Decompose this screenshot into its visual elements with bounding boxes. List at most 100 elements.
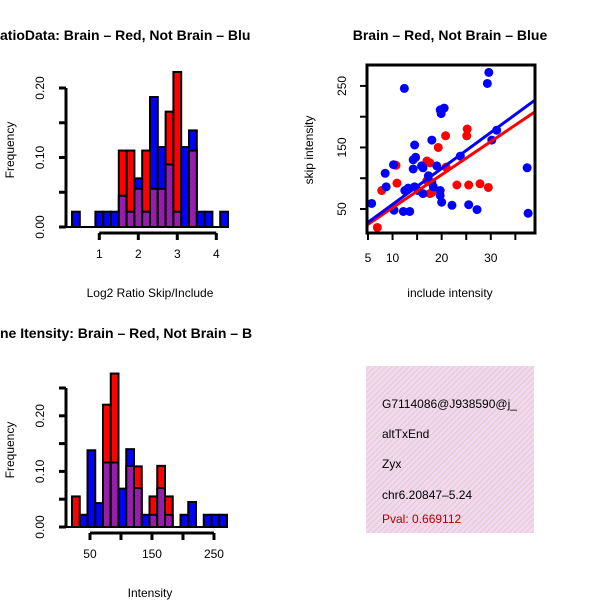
point-not-brain bbox=[418, 189, 428, 199]
point-not-brain bbox=[428, 182, 438, 192]
point-not-brain bbox=[411, 152, 421, 162]
y-tick-label: 0.20 bbox=[33, 76, 47, 100]
x-tick-label: 5 bbox=[365, 251, 372, 265]
point-not-brain bbox=[399, 83, 409, 93]
point-brain bbox=[441, 131, 451, 141]
bar-overlap bbox=[188, 149, 198, 228]
info-box-background bbox=[366, 366, 534, 533]
x-axis-label: Intensity bbox=[128, 586, 173, 600]
fit-line-not-brain bbox=[367, 98, 535, 225]
intensity-histogram: ne Itensity: Brain – Red, Not Brain – B 0… bbox=[0, 325, 252, 600]
bar-not-brain bbox=[202, 513, 213, 529]
info-location: chr6.20847–5.24 bbox=[382, 488, 472, 502]
bar-not-brain bbox=[210, 513, 221, 529]
point-not-brain bbox=[367, 198, 377, 208]
point-brain bbox=[425, 158, 435, 168]
x-tick-label: 2 bbox=[135, 247, 142, 261]
x-tick-label: 250 bbox=[204, 547, 224, 561]
fit-line-brain bbox=[367, 110, 535, 227]
point-not-brain bbox=[389, 160, 399, 170]
y-tick-label: 0.10 bbox=[33, 145, 47, 169]
y-tick-label: 250 bbox=[335, 76, 349, 96]
info-event: altTxEnd bbox=[382, 427, 429, 441]
point-not-brain bbox=[439, 103, 449, 113]
y-axis-label: Frequency bbox=[3, 122, 17, 179]
bar-overlap bbox=[117, 194, 128, 229]
info-id: G7114086@J938590@j_ bbox=[382, 397, 517, 411]
point-brain bbox=[452, 180, 462, 190]
point-brain bbox=[392, 178, 402, 188]
x-tick-label: 50 bbox=[83, 547, 97, 561]
point-brain bbox=[462, 124, 472, 134]
info-gene: Zyx bbox=[382, 457, 401, 471]
plot-box bbox=[365, 63, 537, 235]
point-not-brain bbox=[447, 200, 457, 210]
point-not-brain bbox=[464, 200, 474, 210]
bar-not-brain bbox=[179, 513, 190, 529]
point-not-brain bbox=[435, 190, 445, 200]
x-axis-label: include intensity bbox=[407, 286, 492, 300]
bar-not-brain bbox=[203, 210, 214, 229]
bar-overlap bbox=[109, 461, 120, 528]
bar-overlap bbox=[141, 210, 151, 229]
info-pval: Pval: 0.669112 bbox=[382, 512, 461, 526]
ratio-histogram: atioData: Brain – Red, Not Brain – Blu 0.… bbox=[0, 27, 250, 300]
point-not-brain bbox=[381, 182, 391, 192]
y-tick-label: 0.00 bbox=[33, 515, 47, 539]
x-tick-label: 150 bbox=[142, 547, 162, 561]
x-tick-label: 20 bbox=[435, 251, 449, 265]
x-tick-label: 1 bbox=[96, 247, 103, 261]
y-axis-label: Frequency bbox=[3, 422, 17, 479]
point-brain bbox=[475, 179, 485, 189]
chart-title-text: ne Itensity: Brain – Red, Not Brain – B bbox=[0, 325, 252, 341]
bar-not-brain bbox=[140, 513, 151, 529]
point-brain bbox=[464, 180, 474, 190]
bar-overlap bbox=[133, 187, 144, 228]
plot-area bbox=[367, 67, 535, 232]
point-not-brain bbox=[522, 163, 532, 173]
y-tick-label: 0.20 bbox=[33, 404, 47, 428]
point-not-brain bbox=[405, 206, 415, 216]
y-tick-label: 0.00 bbox=[33, 215, 47, 239]
bar-overlap bbox=[164, 513, 174, 529]
point-not-brain bbox=[482, 78, 492, 88]
bar-not-brain bbox=[110, 210, 120, 229]
bar-not-brain bbox=[218, 513, 228, 529]
point-not-brain bbox=[432, 161, 442, 171]
chart-title-text: atioData: Brain – Red, Not Brain – Blu bbox=[0, 27, 250, 43]
bar-overlap bbox=[149, 187, 159, 228]
bar-overlap bbox=[156, 487, 166, 528]
point-not-brain bbox=[417, 161, 427, 171]
chart-title: atioData: Brain – Red, Not Brain – Blu bbox=[0, 27, 250, 43]
point-brain bbox=[372, 222, 382, 232]
bar-not-brain bbox=[117, 487, 128, 528]
point-not-brain bbox=[380, 168, 390, 178]
point-not-brain bbox=[437, 197, 447, 207]
y-tick-label: 150 bbox=[335, 137, 349, 157]
point-not-brain bbox=[472, 205, 482, 215]
point-not-brain bbox=[410, 140, 420, 150]
bar-overlap bbox=[125, 210, 136, 229]
x-axis-label: Log2 Ratio Skip/Include bbox=[87, 286, 214, 300]
point-not-brain bbox=[427, 135, 437, 145]
bar-not-brain bbox=[94, 502, 104, 529]
bar-not-brain bbox=[195, 210, 206, 229]
point-not-brain bbox=[398, 206, 408, 216]
x-tick-label: 3 bbox=[174, 247, 181, 261]
bar-not-brain bbox=[71, 210, 81, 229]
point-brain bbox=[483, 182, 493, 192]
x-tick-label: 4 bbox=[213, 247, 220, 261]
bar-overlap bbox=[133, 487, 143, 528]
bar-not-brain bbox=[180, 146, 190, 228]
intensity-scatter: Brain – Red, Not Brain – Blue 50 150 250 5 10… bbox=[302, 27, 547, 300]
bar-overlap bbox=[102, 461, 112, 528]
point-not-brain bbox=[484, 67, 494, 77]
bar-overlap bbox=[172, 210, 183, 229]
bar-brain bbox=[172, 71, 183, 228]
point-not-brain bbox=[408, 164, 418, 174]
bar-not-brain bbox=[219, 210, 229, 229]
bar-overlap bbox=[148, 513, 159, 529]
point-not-brain bbox=[523, 208, 533, 218]
chart-title: ne Itensity: Brain – Red, Not Brain – B bbox=[0, 325, 252, 341]
